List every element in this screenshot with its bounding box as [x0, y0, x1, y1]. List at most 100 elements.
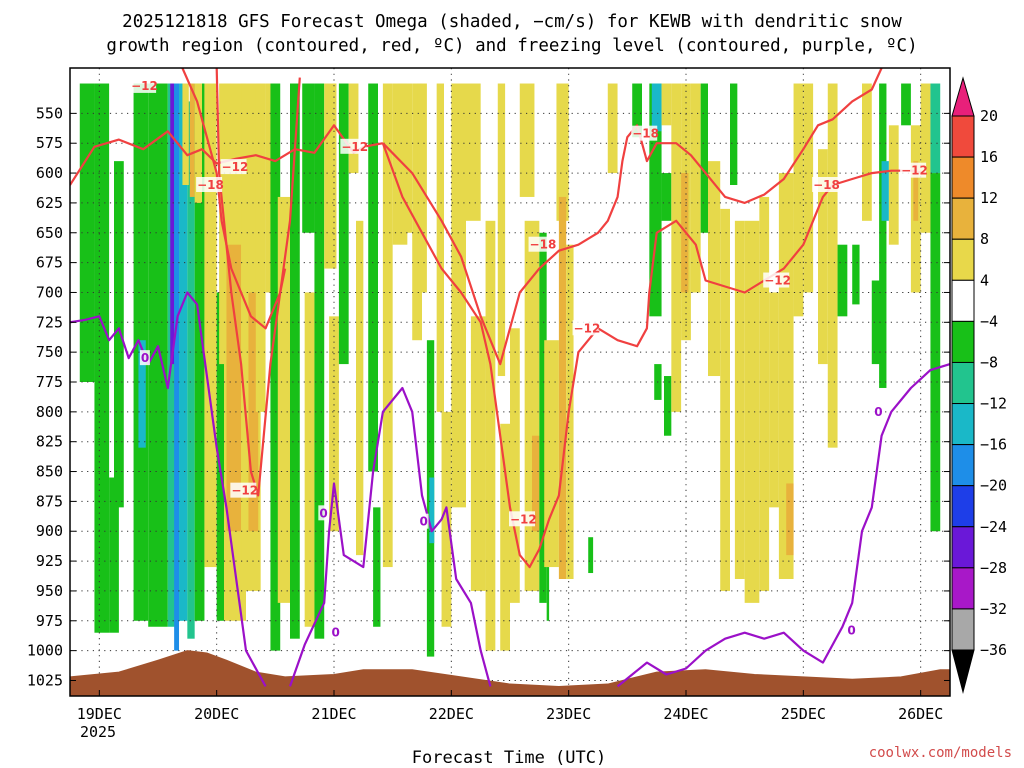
contour-label-bg-7: [509, 511, 535, 527]
omega-cell-97: [888, 125, 899, 245]
contour-label-1: −18: [197, 178, 224, 192]
omega-cell-96: [881, 161, 889, 221]
colorbar-label-11: −28: [980, 559, 1007, 577]
colorbar-label-5: −4: [980, 312, 998, 330]
omega-cell-11: [187, 101, 195, 639]
omega-cell-83: [759, 196, 770, 591]
omega-cell-3: [109, 477, 119, 633]
colorbar-bin-6: [951, 320, 975, 363]
omega-cell-69: [661, 83, 672, 126]
contour-freezing-level-0-east: [616, 363, 950, 688]
omega-cell-32: [324, 83, 337, 269]
x-tick-label-6: 25DEC: [781, 705, 826, 723]
omega-cell-65: [607, 83, 618, 174]
omega-cell-95: [879, 83, 887, 388]
contour-dgz-minus18: [181, 68, 287, 330]
omega-cell-93: [862, 83, 872, 221]
contour-label-11: −12: [901, 164, 928, 178]
contour-label-2: −12: [222, 160, 249, 174]
omega-cell-25: [265, 83, 276, 293]
y-tick-label-950: 950: [36, 582, 63, 600]
contour-label-3: −12: [341, 140, 368, 154]
omega-cell-31: [314, 83, 325, 639]
colorbar-bin-1: [951, 115, 975, 158]
contour-label-0: −12: [131, 79, 158, 93]
omega-cell-30: [304, 292, 315, 627]
x-tick-label-0: 19DEC: [77, 705, 122, 723]
colorbar-label-0: 20: [980, 107, 998, 125]
x-tick-label-4: 23DEC: [546, 705, 591, 723]
omega-cell-14: [189, 83, 195, 197]
omega-cell-34: [338, 83, 349, 365]
omega-cell-35: [348, 83, 359, 174]
contour-dgz-minus12-upper: [70, 124, 384, 186]
omega-cell-82: [744, 220, 760, 603]
omega-cell-8: [170, 83, 175, 365]
y-tick-label-600: 600: [36, 164, 63, 182]
colorbar-label-13: −36: [980, 641, 1007, 659]
colorbar-bin-14: [951, 649, 975, 694]
omega-cell-55: [519, 83, 535, 197]
omega-cell-49: [466, 83, 481, 221]
omega-cell-57: [532, 435, 540, 532]
x-tick-label-2: 21DEC: [311, 705, 356, 723]
contour-label-bg-5: [572, 320, 599, 336]
omega-cell-53: [500, 423, 510, 651]
grid-lines: [70, 68, 950, 696]
colorbar-label-10: −24: [980, 518, 1007, 536]
omega-cell-88: [803, 83, 814, 293]
omega-cell-98: [901, 83, 911, 126]
omega-cell-92: [852, 244, 860, 305]
omega-cell-100: [913, 161, 919, 221]
colorbar-bin-5: [951, 279, 975, 322]
colorbar-label-7: −12: [980, 395, 1007, 413]
y-axis-ticks: 550 575 600 625 650 675 700 725 750 775 800 825 850 8…: [27, 104, 950, 689]
contour-label-4: −18: [530, 238, 557, 252]
colorbar-bin-3: [951, 197, 975, 240]
colorbar-bin-7: [951, 361, 975, 405]
y-tick-label-775: 775: [36, 373, 63, 391]
contour-dgz-minus18-east: [382, 68, 883, 366]
colorbar-label-2: 12: [980, 189, 998, 207]
y-tick-label-875: 875: [36, 492, 63, 510]
omega-cell-62: [566, 244, 574, 579]
omega-cell-72: [664, 376, 672, 436]
omega-cell-79: [720, 208, 730, 591]
omega-cell-39: [382, 83, 393, 568]
colorbar-bin-12: [951, 567, 975, 610]
omega-cell-77: [700, 83, 708, 233]
omega-cell-51: [485, 220, 496, 651]
omega-cell-12: [194, 83, 205, 621]
contour-label-8: −18: [632, 127, 659, 141]
omega-cell-10: [179, 83, 188, 621]
omega-cell-80: [730, 83, 738, 186]
omega-cell-66: [632, 83, 642, 138]
colorbar-label-12: −32: [980, 600, 1007, 618]
omega-cell-48: [451, 83, 466, 508]
colorbar-label-6: −8: [980, 353, 998, 371]
omega-cell-26: [270, 83, 281, 651]
contour-label-15: 0: [332, 626, 340, 640]
colorbar-bin-9: [951, 444, 975, 487]
contour-label-bg-10: [812, 177, 839, 193]
omega-cell-28: [290, 83, 300, 639]
contour-label-5: −12: [574, 321, 601, 335]
y-tick-label-825: 825: [36, 433, 63, 451]
credit-watermark: coolwx.com/models: [869, 745, 1012, 761]
omega-cell-36: [356, 220, 364, 556]
colorbar-label-8: −16: [980, 436, 1007, 454]
contour-freezing-level-0: [70, 291, 267, 687]
omega-cell-24: [255, 83, 266, 412]
colorbar-bin-4: [951, 238, 975, 281]
omega-cell-81: [734, 220, 745, 579]
contour-label-bg-6: [230, 482, 257, 498]
y-tick-label-550: 550: [36, 104, 63, 122]
colorbar-bin-10: [951, 485, 975, 528]
colorbar-label-3: 8: [980, 230, 989, 248]
contour-label-17: 0: [847, 623, 855, 637]
colorbar-bin-2: [951, 156, 975, 199]
omega-cell-68: [651, 83, 662, 132]
omega-cell-76: [690, 83, 701, 293]
omega-cell-7: [138, 340, 146, 448]
